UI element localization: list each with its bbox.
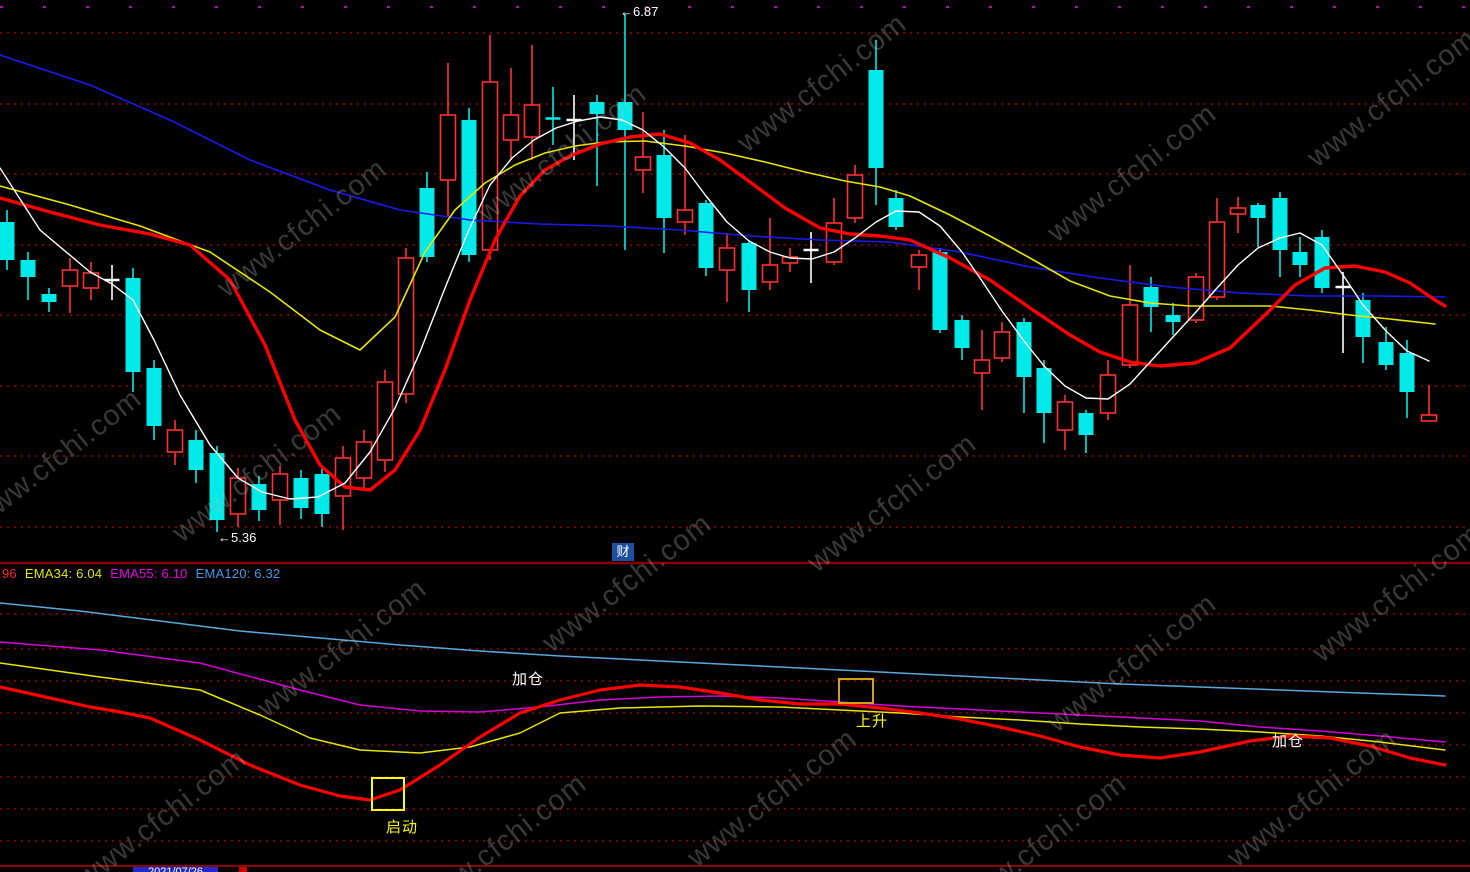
candle-body-down — [698, 203, 714, 268]
candle-body-up — [676, 209, 694, 223]
indicator-label: 96 — [2, 566, 17, 581]
candle-body-down — [1272, 198, 1288, 250]
candle-body-down — [1292, 252, 1308, 265]
candle-body-up — [993, 331, 1011, 359]
candle-body-down — [20, 260, 36, 277]
candle-body-down — [656, 155, 672, 218]
candle-body-up — [481, 81, 499, 251]
candle-body-down — [209, 453, 225, 520]
ma-red-line — [0, 132, 1447, 492]
signal-box — [838, 678, 874, 704]
candle-body-down — [589, 102, 605, 114]
candle-body-up — [718, 247, 736, 271]
candle-body-up — [1121, 304, 1139, 366]
candle-body-up — [846, 174, 864, 219]
candle-body-up — [973, 359, 991, 374]
candle-body-up — [271, 473, 289, 501]
ema120-cyan-line — [0, 602, 1446, 697]
signal-box — [371, 777, 405, 811]
ma-blue-line — [0, 54, 1446, 298]
candle-body-up — [61, 269, 79, 287]
candle-body-down — [868, 70, 884, 168]
candle-body-down — [419, 188, 435, 257]
candle-body-up — [397, 257, 415, 395]
indicator-label: EMA120: 6.32 — [195, 566, 281, 581]
candle-body-down — [41, 294, 57, 302]
candle-body-down — [1078, 413, 1094, 435]
candle-body-down — [1016, 322, 1032, 377]
axis-date-label: 2021/07/26 — [133, 867, 218, 872]
candle-body-up — [1056, 401, 1074, 431]
candle-body-up — [1208, 221, 1226, 298]
candle-body-down — [741, 243, 757, 290]
candle-body-down — [125, 278, 141, 372]
candle-body-down — [146, 368, 162, 426]
candle-body-down — [188, 440, 204, 470]
candle-body-up — [439, 114, 457, 181]
indicator-value-row: 96 EMA34: 6.04 EMA55: 6.10 EMA120: 6.32 — [2, 566, 280, 581]
tab-cai[interactable]: 财 — [612, 543, 634, 561]
candle-body-down — [932, 252, 948, 330]
candle-body-down — [617, 102, 633, 130]
candle-body-down — [888, 198, 904, 227]
candle-body-down — [251, 484, 267, 510]
candle-body-up — [523, 104, 541, 138]
axis-red-tick — [239, 867, 247, 872]
candle-body-down — [293, 478, 309, 508]
candle-body-up — [761, 264, 779, 283]
ema-red-line — [0, 683, 1447, 802]
candle-body-up — [1229, 207, 1247, 215]
ema55-magenta-line — [0, 641, 1446, 743]
candle-body-up — [502, 114, 520, 141]
ma-white-line — [0, 116, 1430, 500]
candle-body-down — [1165, 315, 1181, 322]
candle-body-down — [0, 222, 15, 260]
candle-body-down — [1378, 342, 1394, 365]
ma-yellow-line — [0, 140, 1436, 351]
candle-body-up — [376, 381, 394, 461]
indicator-label: EMA55: 6.10 — [110, 566, 188, 581]
candle-body-up — [166, 429, 184, 453]
indicator-label: EMA34: 6.04 — [24, 566, 103, 581]
candle-body-down — [461, 120, 477, 255]
candle-body-down — [1036, 368, 1052, 413]
ema34-yellow-line — [0, 662, 1446, 754]
candle-body-up — [1187, 276, 1205, 321]
candle-body-down — [314, 474, 330, 514]
candle-body-up — [1099, 374, 1117, 414]
candle-body-up — [229, 477, 247, 515]
candle-body-up — [910, 254, 928, 268]
candle-body-up — [634, 156, 652, 171]
candle-body-up — [1420, 414, 1438, 422]
candle-body-up — [334, 457, 352, 497]
candle-body-down — [954, 320, 970, 348]
candle-body-down — [1399, 353, 1415, 392]
candle-body-up — [781, 256, 799, 264]
candle-body-down — [1250, 205, 1266, 218]
